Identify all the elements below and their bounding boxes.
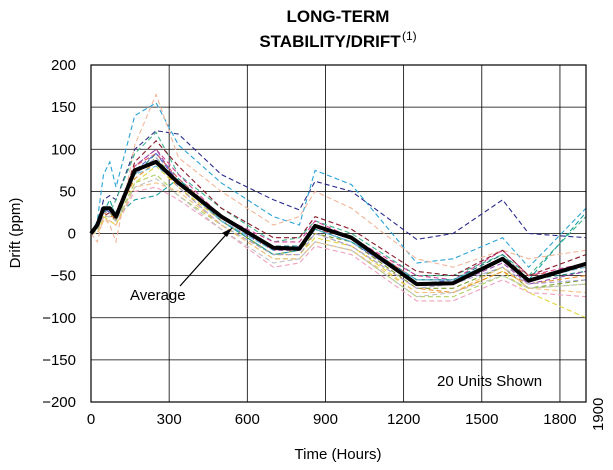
unit-series-line-1: [90, 130, 587, 240]
average-arrow: [179, 227, 233, 287]
unit-series-line-16: [91, 186, 587, 302]
unit-series-line-7: [90, 152, 587, 281]
x-tick-label: 0: [87, 411, 95, 428]
y-axis-label: Drift (ppm): [7, 198, 24, 269]
unit-series-line-19: [90, 178, 587, 298]
unit-series-line-2: [90, 102, 587, 269]
x-tick-label: 900: [313, 411, 338, 428]
average-arrowhead: [222, 228, 232, 237]
unit-series-line-17: [90, 177, 587, 281]
tick-labels: 200 150 100 50 0 −50 −100 −150 −200 0 300 600 900 120…: [42, 57, 607, 431]
units-shown-label: 20 Units Shown: [437, 373, 542, 390]
unit-series-group: [90, 92, 587, 319]
y-tick-label: −100: [42, 310, 76, 327]
x-tick-label: 300: [157, 411, 182, 428]
x-tick-label: 600: [235, 411, 260, 428]
y-tick-label: 0: [68, 226, 76, 243]
unit-series-line-10: [90, 161, 587, 294]
chart-title-line1: LONG-TERM: [287, 7, 390, 26]
average-series-group: [89, 159, 587, 287]
chart-title-line2: STABILITY/DRIFT: [259, 32, 401, 51]
unit-series-line-5: [90, 148, 587, 281]
x-tick-label: 1800: [543, 411, 576, 428]
x-tick-label: 1900: [590, 398, 607, 431]
chart-title-superscript: (1): [402, 29, 417, 43]
x-axis-label: Time (Hours): [295, 446, 382, 463]
grid-lines: [91, 65, 586, 402]
y-tick-label: 50: [59, 183, 76, 200]
y-tick-label: 200: [51, 57, 76, 74]
x-tick-label: 1200: [387, 411, 420, 428]
unit-series-line-4: [90, 131, 587, 277]
plot-frame: [90, 64, 587, 403]
unit-series-line-3: [90, 92, 587, 268]
unit-series-line-18: [91, 182, 587, 294]
unit-series-line-9: [90, 156, 587, 289]
average-line: [89, 159, 587, 287]
unit-series-line-6: [90, 139, 587, 277]
y-tick-label: −50: [51, 268, 76, 285]
average-label: Average: [130, 287, 186, 304]
y-tick-label: 100: [51, 141, 76, 158]
y-tick-label: 150: [51, 99, 76, 116]
unit-series-line-13: [90, 152, 587, 285]
y-tick-label: −200: [42, 394, 76, 411]
x-tick-label: 1500: [465, 411, 498, 428]
y-tick-label: −150: [42, 352, 76, 369]
